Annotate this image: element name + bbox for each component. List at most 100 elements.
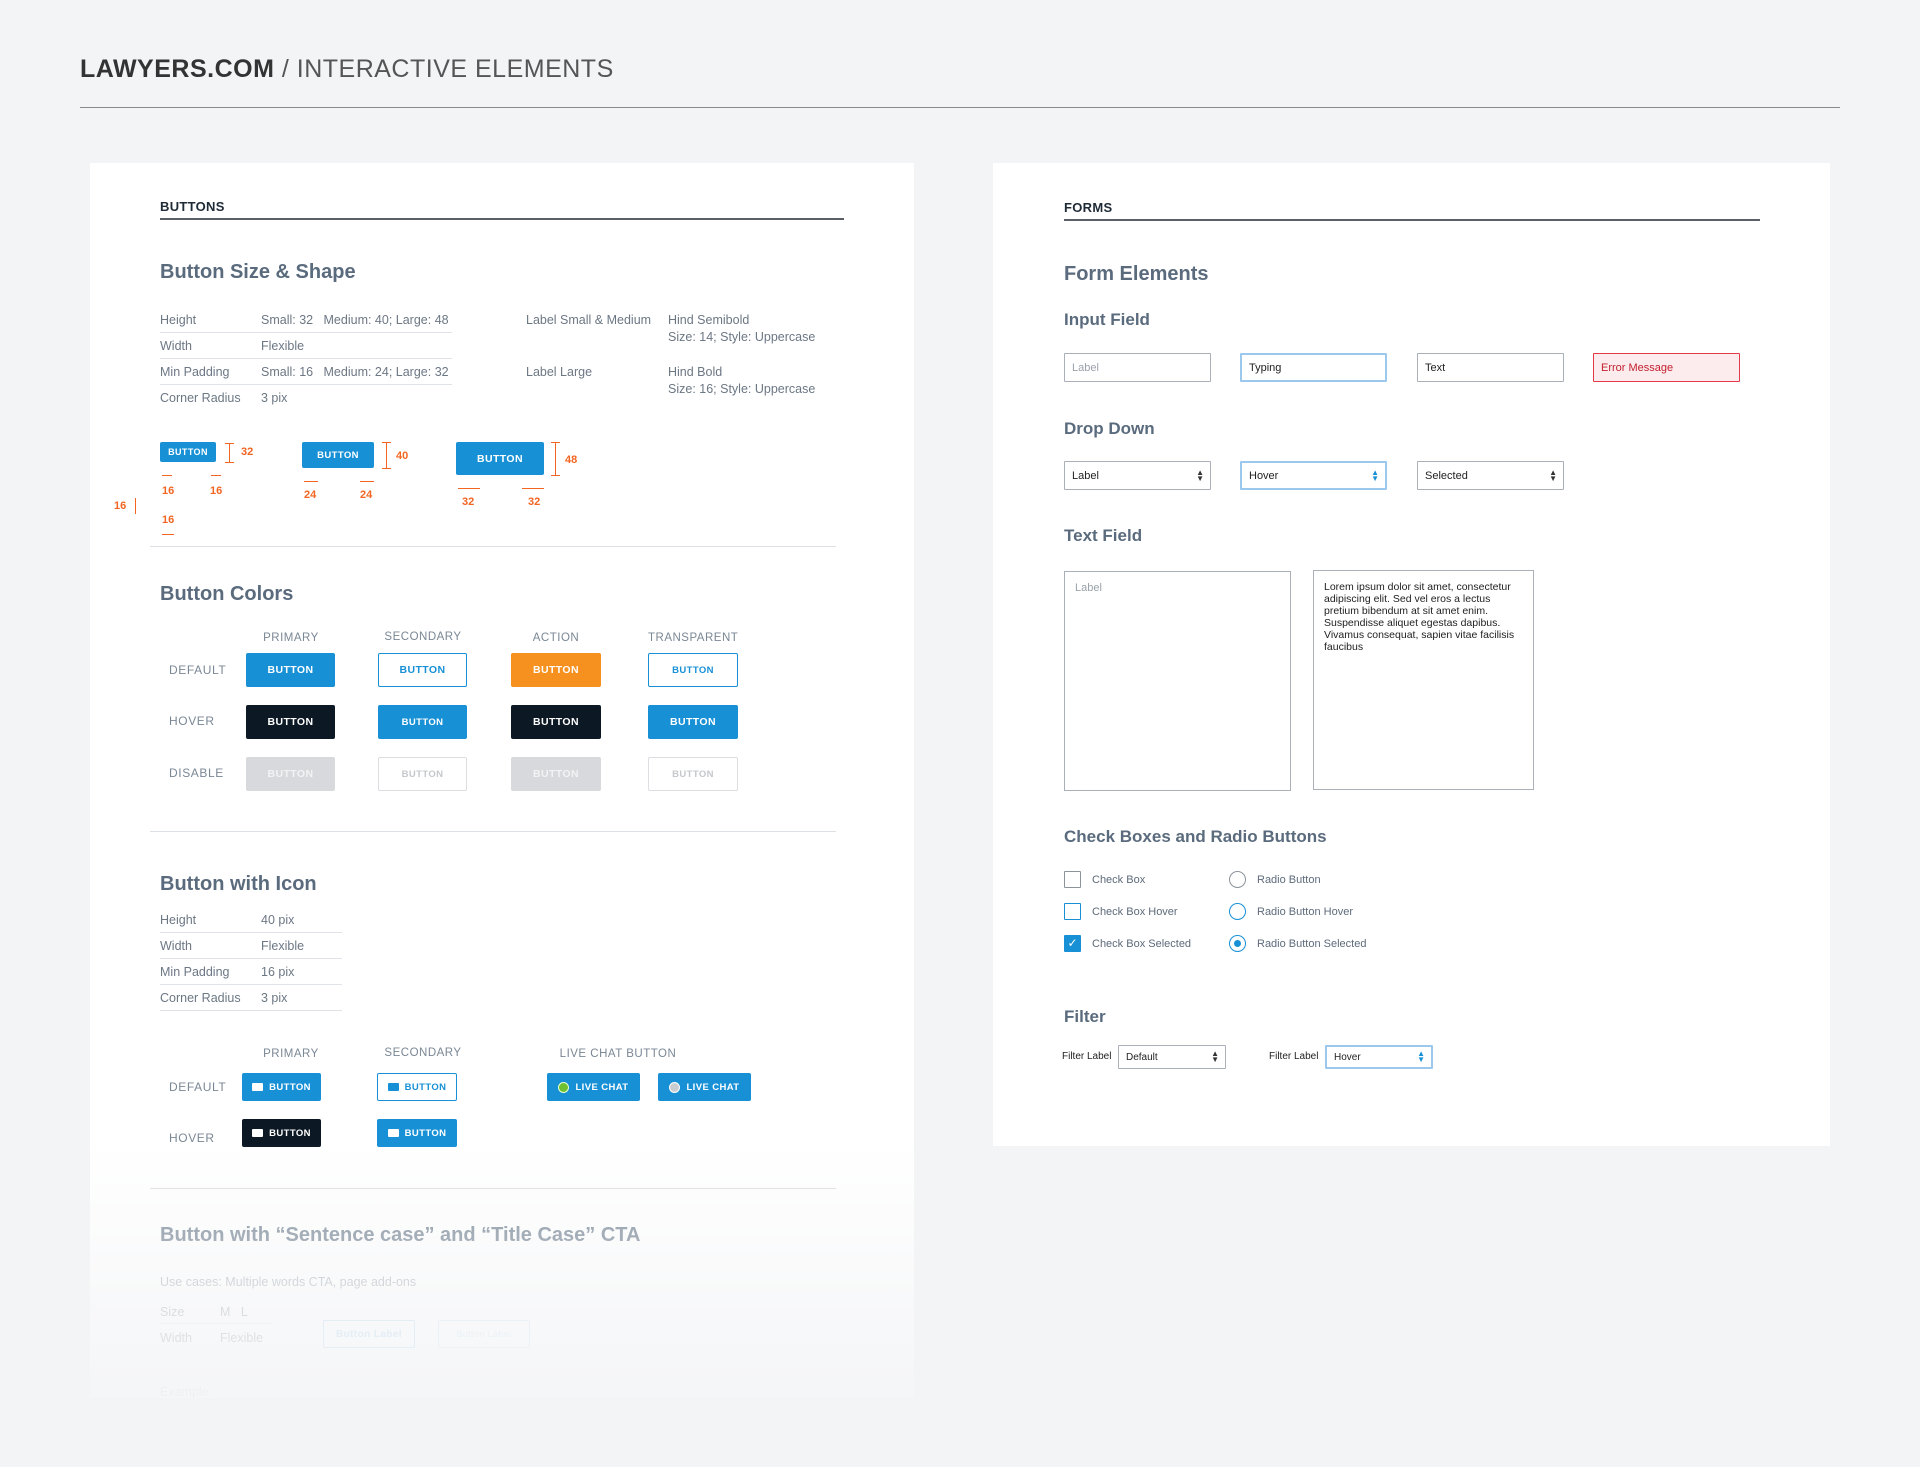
icon-spec-table: Height 40 pix Width Flexible Min Padding 16…: [160, 907, 342, 1011]
dim-tick: [551, 442, 560, 443]
checkbox-hover[interactable]: [1064, 903, 1081, 920]
label-spec-1-detail: Size: 14; Style: Uppercase: [668, 330, 816, 344]
example-label: Example:: [160, 1385, 213, 1398]
spec-key: Height: [160, 312, 197, 327]
sentence-case-button-m[interactable]: Button Label: [323, 1320, 415, 1348]
forms-panel: FORMS Form Elements Input Field Label Ty…: [993, 163, 1830, 1146]
page-subtitle: INTERACTIVE ELEMENTS: [296, 55, 614, 83]
live-chat-default-button[interactable]: LIVE CHAT: [547, 1073, 640, 1101]
button-label: LIVE CHAT: [575, 1081, 629, 1093]
spec-key: Width: [160, 338, 192, 353]
sample-button-medium[interactable]: BUTTON: [302, 442, 374, 468]
spec-value: 40 pix: [261, 912, 295, 927]
dropdown-selected[interactable]: Selected ▲ ▼: [1417, 461, 1564, 490]
sentence-case-button-l[interactable]: Button Label: [438, 1320, 530, 1348]
spec-value: Flexible: [220, 1331, 264, 1345]
buttons-panel: BUTTONS Button Size & Shape Height Small:…: [90, 163, 914, 1398]
dropdown-default[interactable]: Label ▲ ▼: [1064, 461, 1211, 490]
radio-hover[interactable]: [1229, 903, 1246, 920]
spec-value: 16 pix: [261, 964, 295, 979]
spec-value: Flexible: [261, 338, 305, 353]
dim-pad: [360, 481, 374, 482]
spec-value: Small: 16 Medium: 24; Large: 32: [261, 364, 449, 379]
icon-secondary-default-button[interactable]: BUTTON: [377, 1073, 457, 1101]
input-default[interactable]: Label: [1064, 353, 1211, 382]
dim-label: 16: [162, 485, 175, 497]
radio-label: Radio Button: [1257, 874, 1321, 886]
spec-value: Flexible: [261, 938, 305, 953]
col-label-action: ACTION: [532, 632, 580, 644]
spec-key: Corner Radius: [160, 990, 241, 1005]
button-label: BUTTON: [269, 1127, 311, 1139]
spec-row: Min Padding 16 pix: [160, 959, 342, 985]
primary-default-button[interactable]: BUTTON: [246, 653, 335, 687]
button-label: LIVE CHAT: [686, 1081, 740, 1093]
action-hover-button[interactable]: BUTTON: [511, 705, 601, 739]
sample-button-large[interactable]: BUTTON: [456, 442, 544, 475]
dim-pad: [162, 475, 172, 476]
spec-key: Width: [160, 938, 192, 953]
spec-key: Width: [160, 1331, 192, 1345]
action-default-button[interactable]: BUTTON: [511, 653, 601, 687]
spec-row: Height 40 pix: [160, 907, 342, 933]
dim-height-large: [555, 442, 556, 476]
spec-value: 3 pix: [261, 391, 288, 405]
filter-dropdown-default[interactable]: Default ▲ ▼: [1118, 1045, 1226, 1069]
secondary-default-button[interactable]: BUTTON: [378, 653, 467, 687]
input-filled[interactable]: Text: [1417, 353, 1564, 382]
sample-button-small[interactable]: BUTTON: [160, 442, 216, 462]
transparent-hover-button[interactable]: BUTTON: [648, 705, 738, 739]
col-label-live-chat: LIVE CHAT BUTTON: [559, 1048, 677, 1060]
use-cases-text: Use cases: Multiple words CTA, page add-…: [160, 1275, 417, 1289]
dropdown-title: Drop Down: [1064, 419, 1155, 438]
size-shape-title: Button Size & Shape: [160, 261, 356, 283]
label-spec-2-value: Hind Bold: [668, 365, 723, 379]
transparent-default-button[interactable]: BUTTON: [648, 653, 738, 687]
spec-key: Corner Radius: [160, 391, 241, 405]
button-icon-title: Button with Icon: [160, 873, 317, 895]
dim-height-medium: [386, 442, 387, 469]
col-label-primary: PRIMARY: [263, 632, 319, 644]
col-label-secondary: SECONDARY: [384, 631, 462, 643]
section-rule: [1064, 219, 1760, 221]
row-label-disable: DISABLE: [169, 766, 224, 780]
icon-primary-hover-button[interactable]: BUTTON: [242, 1119, 321, 1147]
checkbox-default[interactable]: [1064, 871, 1081, 888]
textarea-default[interactable]: Label: [1064, 571, 1291, 791]
envelope-icon: [387, 1129, 399, 1137]
radio-selected[interactable]: [1229, 935, 1246, 952]
input-typing[interactable]: Typing: [1240, 353, 1387, 382]
action-disabled-button: BUTTON: [511, 757, 601, 791]
dropdown-value: Hover: [1249, 469, 1279, 482]
primary-hover-button[interactable]: BUTTON: [246, 705, 335, 739]
input-error[interactable]: Error Message: [1593, 353, 1740, 382]
dim-extra-h: [162, 534, 174, 535]
live-chat-offline-button[interactable]: LIVE CHAT: [658, 1073, 751, 1101]
spec-key: Height: [160, 912, 197, 927]
section-rule: [160, 218, 844, 220]
dim-tick: [382, 442, 391, 443]
primary-disabled-button: BUTTON: [246, 757, 335, 791]
checkbox-selected[interactable]: ✓: [1064, 935, 1081, 952]
dim-pad: [522, 488, 544, 489]
dropdown-hover[interactable]: Hover ▲ ▼: [1240, 461, 1387, 490]
sentence-case-title: Button with “Sentence case” and “Title C…: [160, 1224, 641, 1246]
icon-secondary-hover-button[interactable]: BUTTON: [377, 1119, 457, 1147]
spec-key: Min Padding: [160, 964, 230, 979]
dim-pad: [458, 488, 480, 489]
dim-label: 16: [210, 485, 223, 497]
checkbox-label: Check Box: [1092, 874, 1146, 886]
size-spec-table: Height Small: 32 Medium: 40; Large: 48 Wi…: [160, 307, 452, 411]
textarea-filled[interactable]: Lorem ipsum dolor sit amet, consectetur …: [1313, 570, 1534, 790]
label-spec-2-key: Label Large: [526, 365, 593, 379]
filter-label: Filter Label: [1062, 1051, 1112, 1062]
input-field-title: Input Field: [1064, 310, 1150, 329]
button-colors-title: Button Colors: [160, 583, 294, 605]
filter-label: Filter Label: [1269, 1051, 1319, 1062]
secondary-hover-button[interactable]: BUTTON: [378, 705, 467, 739]
spec-row: Width Flexible: [160, 333, 452, 359]
filter-dropdown-hover[interactable]: Hover ▲ ▼: [1325, 1045, 1433, 1069]
icon-primary-default-button[interactable]: BUTTON: [242, 1073, 321, 1101]
button-label: BUTTON: [269, 1081, 311, 1093]
radio-default[interactable]: [1229, 871, 1246, 888]
